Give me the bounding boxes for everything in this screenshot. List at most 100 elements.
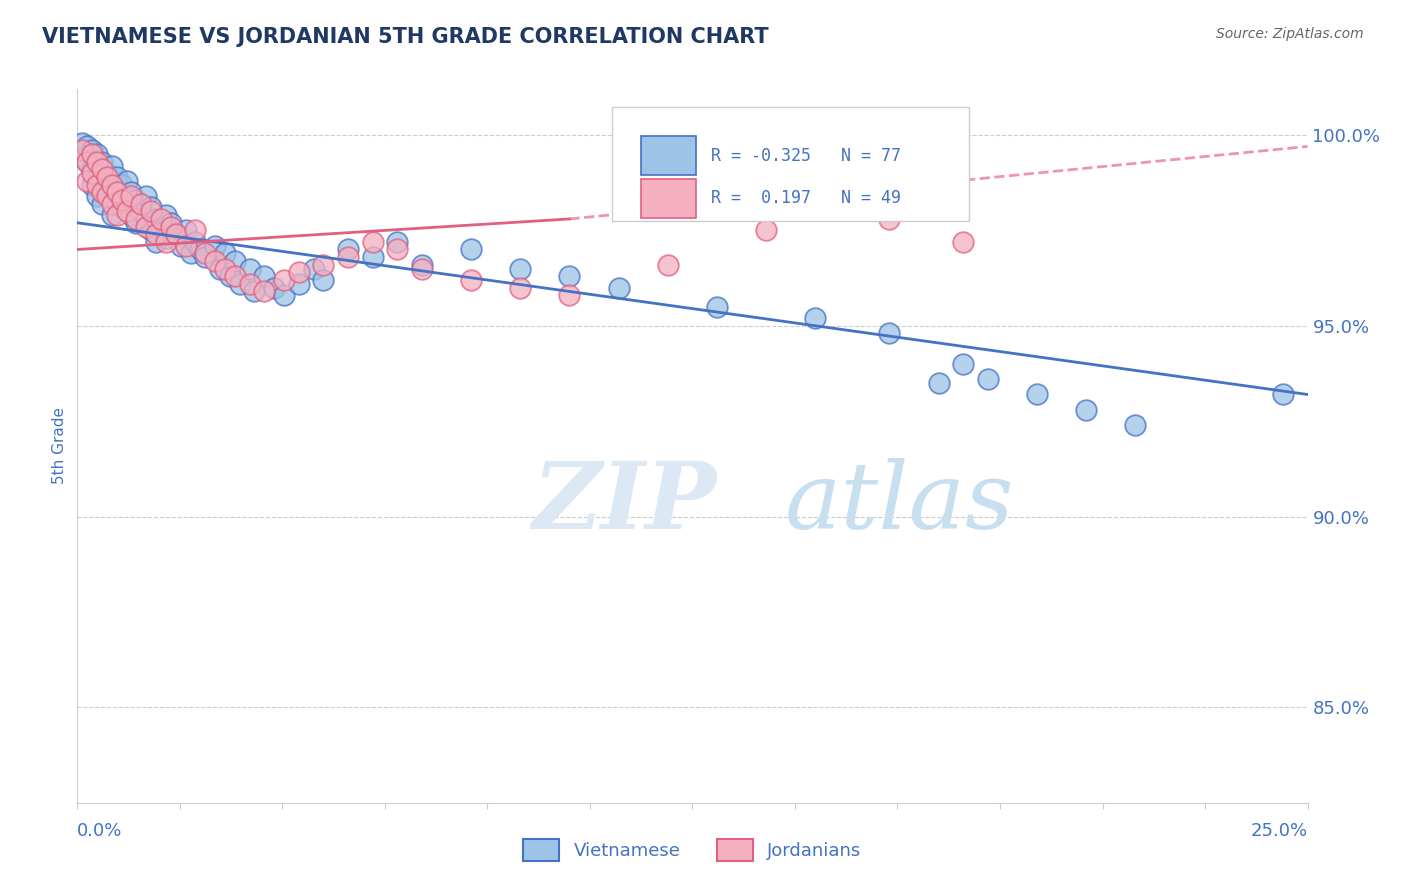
- Point: [96, 169, 118, 184]
- Point: [155, 235, 177, 249]
- Point: [90, 196, 114, 211]
- Point: [82, 147, 104, 161]
- Point: [558, 288, 581, 302]
- Point: [184, 223, 207, 237]
- Point: [263, 280, 285, 294]
- Point: [145, 235, 167, 249]
- Point: [607, 280, 630, 294]
- Point: [214, 261, 236, 276]
- Point: [131, 196, 153, 211]
- Point: [302, 261, 325, 276]
- Y-axis label: 5th Grade: 5th Grade: [52, 408, 67, 484]
- Point: [337, 250, 360, 264]
- Point: [411, 258, 433, 272]
- Point: [101, 181, 124, 195]
- Point: [115, 196, 138, 211]
- Point: [253, 285, 276, 299]
- Point: [90, 154, 114, 169]
- Point: [111, 201, 132, 215]
- Text: R =  0.197   N = 49: R = 0.197 N = 49: [711, 189, 901, 207]
- Point: [141, 223, 163, 237]
- Point: [1272, 387, 1295, 401]
- Point: [145, 211, 167, 226]
- Point: [706, 300, 728, 314]
- Point: [460, 243, 482, 257]
- Point: [82, 162, 104, 177]
- Point: [121, 186, 143, 200]
- Point: [1076, 402, 1098, 417]
- Point: [243, 285, 266, 299]
- Point: [165, 227, 187, 242]
- FancyBboxPatch shape: [613, 107, 969, 221]
- Point: [952, 235, 974, 249]
- Point: [96, 189, 118, 203]
- Point: [288, 277, 311, 291]
- Point: [804, 311, 827, 326]
- Point: [273, 288, 295, 302]
- Point: [90, 186, 114, 200]
- Point: [141, 201, 163, 215]
- Text: 25.0%: 25.0%: [1250, 822, 1308, 840]
- Point: [131, 204, 153, 219]
- Point: [879, 211, 901, 226]
- Point: [96, 186, 118, 200]
- Point: [194, 250, 217, 264]
- Point: [76, 154, 98, 169]
- Point: [337, 243, 360, 257]
- Point: [239, 261, 262, 276]
- Point: [209, 261, 232, 276]
- Point: [509, 280, 531, 294]
- Point: [273, 273, 295, 287]
- Point: [121, 189, 143, 203]
- Point: [105, 208, 128, 222]
- Point: [174, 223, 197, 237]
- Point: [86, 178, 108, 192]
- Point: [82, 166, 104, 180]
- Point: [170, 238, 193, 252]
- Text: 0.0%: 0.0%: [77, 822, 122, 840]
- Point: [150, 219, 173, 234]
- Point: [76, 174, 98, 188]
- Point: [312, 258, 335, 272]
- Point: [229, 277, 252, 291]
- Point: [155, 231, 177, 245]
- Point: [90, 174, 114, 188]
- Point: [224, 269, 246, 284]
- Point: [204, 238, 226, 252]
- Point: [1026, 387, 1049, 401]
- Point: [411, 261, 433, 276]
- Point: [184, 235, 207, 249]
- Point: [160, 219, 183, 234]
- Point: [460, 273, 482, 287]
- Point: [387, 243, 409, 257]
- Point: [70, 143, 93, 157]
- Point: [135, 211, 157, 226]
- Point: [105, 193, 128, 207]
- Point: [82, 178, 104, 192]
- Text: VIETNAMESE VS JORDANIAN 5TH GRADE CORRELATION CHART: VIETNAMESE VS JORDANIAN 5TH GRADE CORREL…: [42, 27, 769, 46]
- Point: [509, 261, 531, 276]
- Point: [1125, 417, 1147, 432]
- Point: [952, 357, 974, 371]
- Point: [180, 246, 202, 260]
- Point: [977, 372, 1000, 386]
- Point: [105, 169, 128, 184]
- Text: atlas: atlas: [785, 458, 1014, 548]
- Point: [115, 174, 138, 188]
- Point: [101, 178, 124, 192]
- Point: [96, 166, 118, 180]
- Point: [82, 143, 104, 157]
- Point: [111, 178, 132, 192]
- Point: [214, 246, 236, 260]
- Point: [76, 154, 98, 169]
- FancyBboxPatch shape: [641, 136, 696, 175]
- Point: [160, 216, 183, 230]
- Point: [145, 227, 167, 242]
- Point: [101, 196, 124, 211]
- Point: [190, 243, 212, 257]
- Point: [387, 235, 409, 249]
- Point: [224, 254, 246, 268]
- Point: [312, 273, 335, 287]
- Point: [125, 211, 148, 226]
- Point: [141, 204, 163, 219]
